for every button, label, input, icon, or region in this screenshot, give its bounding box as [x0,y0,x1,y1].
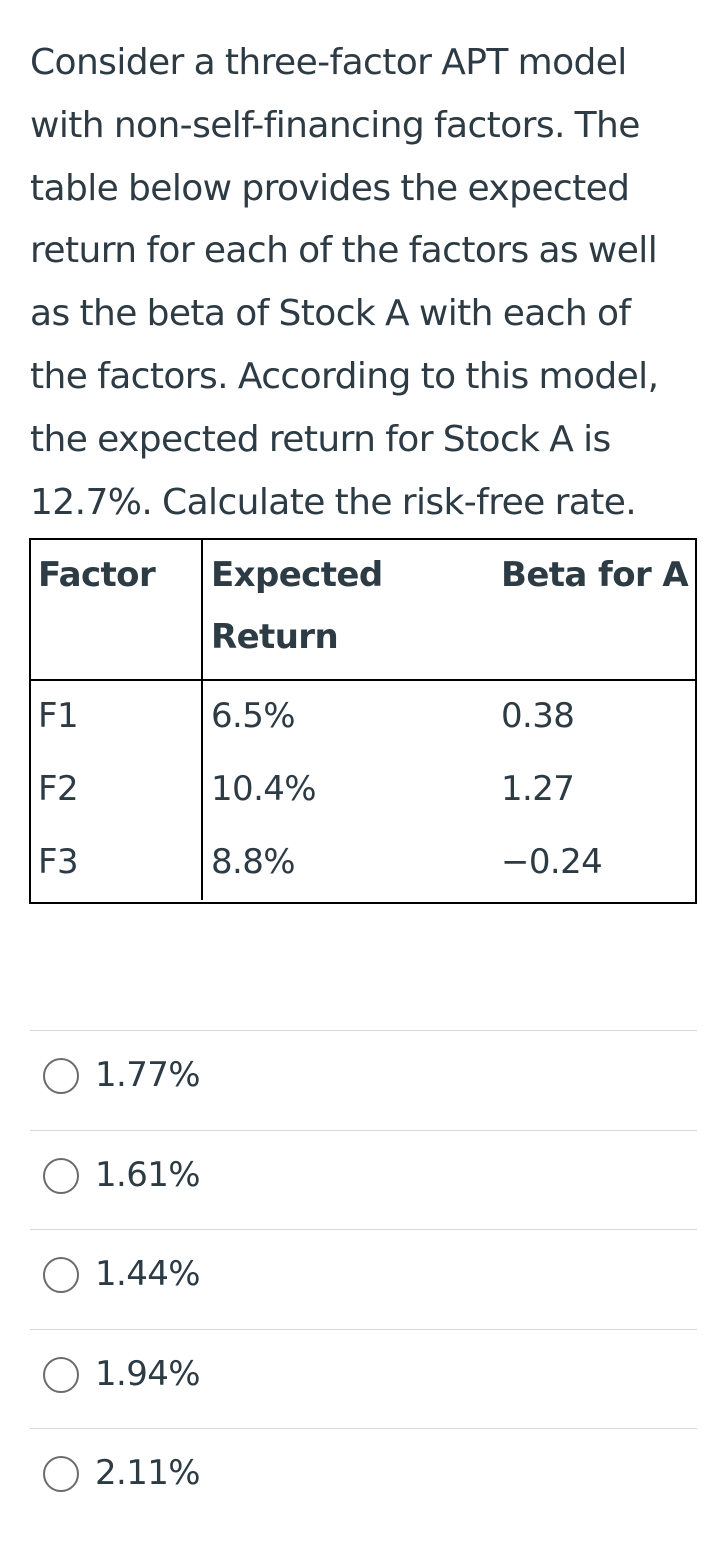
cell-factor: F2 [30,754,203,827]
cell-expected-return: 8.8% [211,842,296,882]
factor-table: Factor Expected Return Beta for A F1 6.5… [30,539,696,900]
question-line: return for each of the factors as well [30,230,658,272]
answer-label[interactable]: 1.94% [95,1353,201,1394]
radio-unselected-icon[interactable] [43,1058,79,1094]
table-row: F1 6.5% 0.38 [30,680,696,754]
table-row: F2 10.4% 1.27 [30,754,696,827]
cell-expected-return: 10.4% [211,769,317,809]
header-expected-line1: Expected [211,555,383,595]
cell-beta: −0.24 [501,842,603,882]
cell-beta: 0.38 [501,696,575,736]
question-line: Consider a three-factor APT model [30,42,627,83]
cell-factor: F1 [30,680,203,754]
cell-expected-return: 6.5% [211,696,296,736]
answer-label[interactable]: 2.11% [95,1453,201,1494]
answer-option[interactable]: 2.11% [30,1428,697,1528]
answer-label[interactable]: 1.77% [95,1055,201,1095]
answer-label[interactable]: 1.44% [95,1254,201,1295]
radio-unselected-icon[interactable] [43,1157,79,1194]
question-text: Consider a three-factor APT model with n… [30,32,700,534]
question-line: the factors. According to this model, [30,355,659,397]
answer-label[interactable]: 1.61% [95,1154,201,1195]
cell-beta: 1.27 [501,769,575,809]
answer-option[interactable]: 1.94% [30,1328,697,1429]
question-line: with non-self-financing factors. The [30,104,640,146]
header-beta: Beta for A [493,539,696,681]
question-line: table below provides the expected [30,167,630,209]
question-line: the expected return for Stock A is [30,418,611,460]
question-line: 12.7%. Calculate the risk-free rate. [30,481,637,523]
radio-unselected-icon[interactable] [43,1356,79,1393]
table-row: F3 8.8% −0.24 [30,827,696,900]
answer-option[interactable]: 1.77% [30,1030,697,1130]
header-factor: Factor [30,539,203,681]
radio-unselected-icon[interactable] [43,1456,79,1493]
answer-option[interactable]: 1.61% [30,1129,697,1230]
header-expected-return: Expected Return [202,539,493,681]
answer-option[interactable]: 1.44% [30,1229,697,1329]
header-expected-line2: Return [211,617,339,657]
answer-list: 1.77% 1.61% 1.44% 1.94% 2.11% [30,1030,697,1528]
cell-factor: F3 [30,827,203,900]
question-line: as the beta of Stock A with each of [30,293,631,335]
table-header-row: Factor Expected Return Beta for A [30,539,696,681]
radio-unselected-icon[interactable] [43,1257,79,1294]
